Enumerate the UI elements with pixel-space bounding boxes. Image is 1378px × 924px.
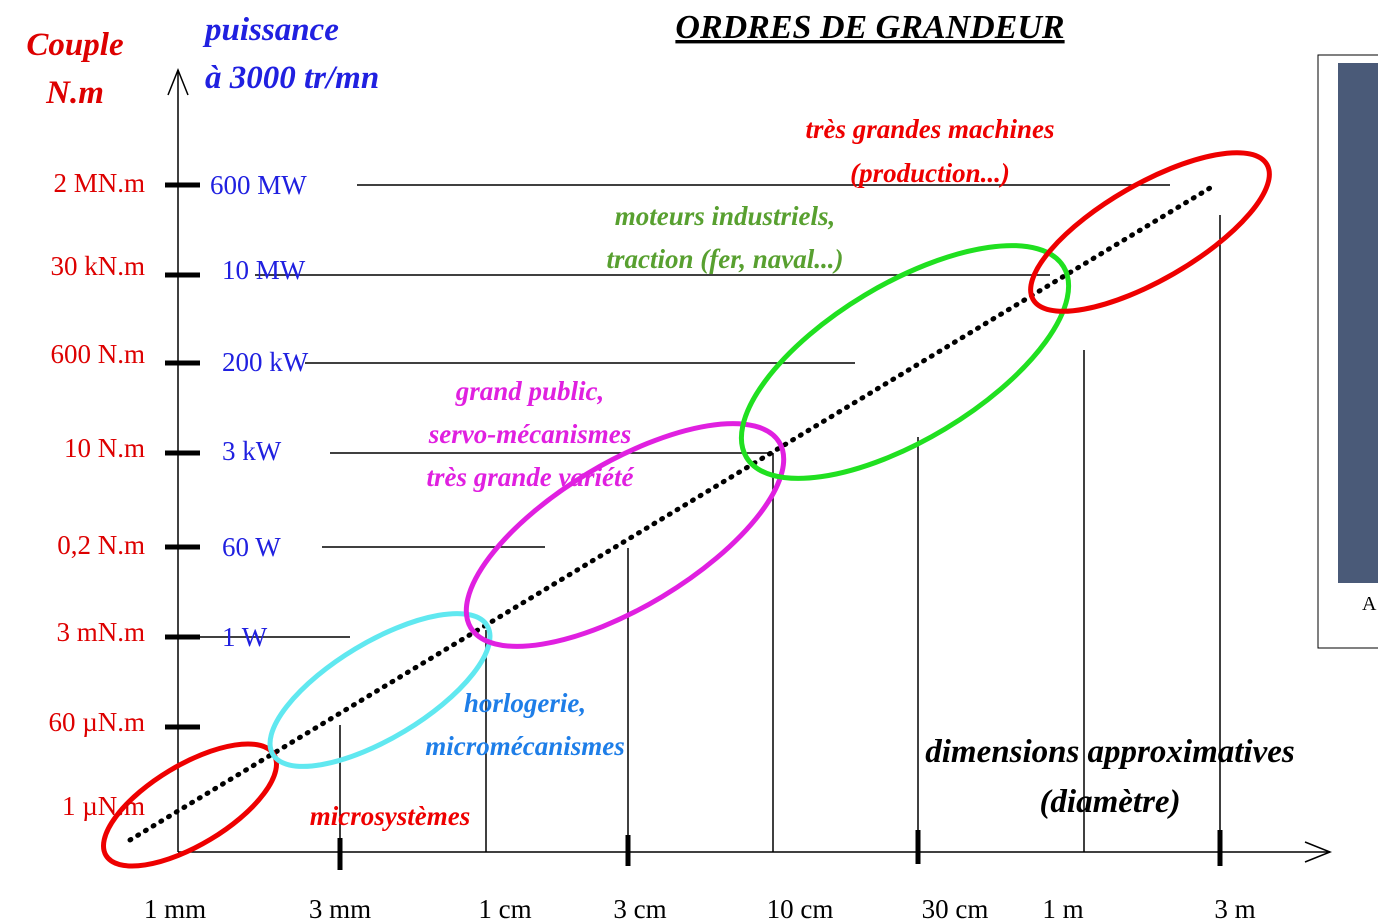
size-tick: 30 cm (922, 894, 989, 924)
power-tick: 1 W (222, 622, 268, 652)
torque-tick: 1 µN.m (62, 791, 145, 821)
size-axis-label: (diamètre) (1039, 784, 1180, 820)
torque-tick: 2 MN.m (53, 168, 145, 198)
torque-tick: 600 N.m (51, 339, 146, 369)
torque-axis-label: N.m (45, 75, 104, 111)
group-label: très grandes machines (805, 114, 1054, 144)
size-tick: 1 cm (478, 894, 531, 924)
torque-tick: 3 mN.m (56, 617, 145, 647)
group-label: moteurs industriels, (615, 201, 836, 231)
size-axis-label: dimensions approximatives (925, 734, 1294, 770)
ticks (165, 182, 1223, 870)
axes (167, 67, 1333, 863)
power-axis-label: à 3000 tr/mn (205, 60, 379, 96)
group-label: servo-mécanismes (428, 419, 631, 449)
group-label: très grande variété (427, 462, 635, 492)
torque-tick: 0,2 N.m (57, 530, 145, 560)
size-tick: 1 mm (144, 894, 206, 924)
size-tick: 10 cm (767, 894, 834, 924)
photo-caption: A (1362, 593, 1377, 615)
trend (127, 182, 1218, 843)
torque-axis-label: Couple (26, 27, 123, 63)
group-label: traction (fer, naval...) (607, 244, 844, 274)
group-label: horlogerie, (464, 688, 586, 718)
size-tick: 3 mm (309, 894, 371, 924)
ellipses (101, 150, 1272, 869)
torque-tick: 60 µN.m (48, 707, 145, 737)
torque-tick: 30 kN.m (51, 251, 146, 281)
size-tick: 3 cm (613, 894, 666, 924)
torque-tick: 10 N.m (64, 433, 145, 463)
power-axis-label: puissance (202, 12, 339, 48)
power-tick: 3 kW (222, 436, 282, 466)
power-tick: 10 MW (222, 255, 306, 285)
power-tick: 600 MW (210, 170, 307, 200)
power-tick: 200 kW (222, 347, 309, 377)
group-label: (production...) (850, 158, 1010, 188)
group-label: microsystèmes (310, 801, 470, 831)
group-label: grand public, (455, 376, 605, 406)
group-label: micromécanismes (425, 731, 624, 761)
photo (1338, 63, 1378, 583)
size-tick: 3 m (1214, 894, 1255, 924)
title: ORDRES DE GRANDEUR (675, 9, 1064, 46)
size-tick: 1 m (1042, 894, 1083, 924)
power-tick: 60 W (222, 532, 281, 562)
